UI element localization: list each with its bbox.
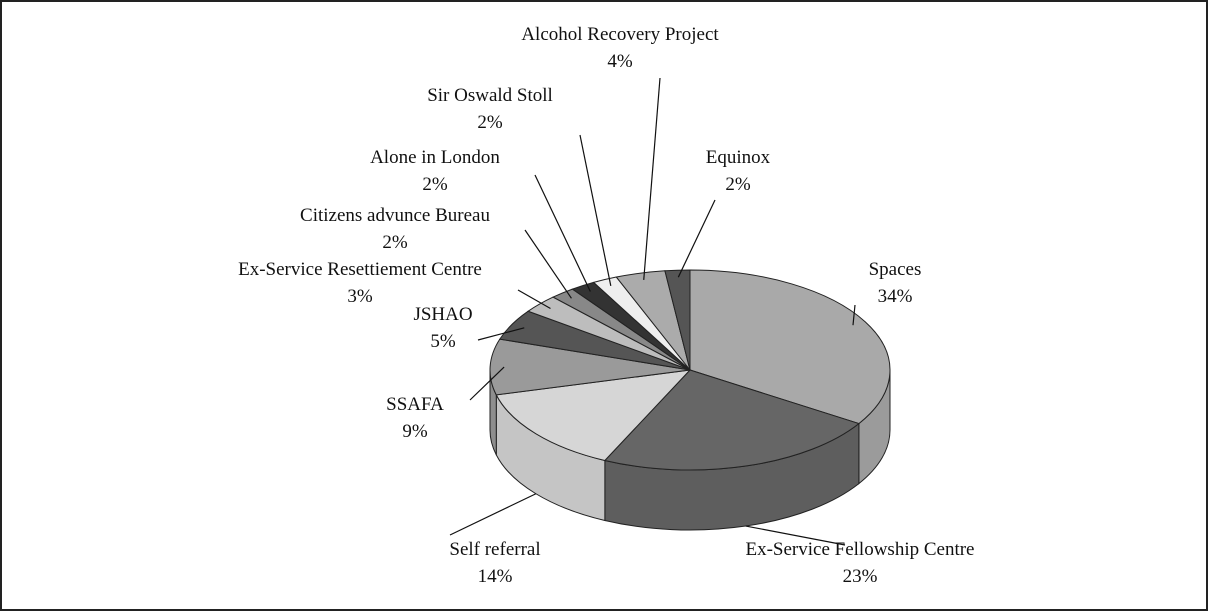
slice-value-label: 2% [725,174,751,195]
leader-line [579,134,612,286]
leader-line [449,493,537,536]
slice-label: Equinox [706,147,771,168]
slice-value-label: 4% [607,51,633,72]
leader-line [852,304,856,326]
slice-label: Self referral [449,539,540,560]
slice [603,369,860,471]
slice-label: SSAFA [386,394,444,415]
slice [664,269,691,371]
leader-line [534,174,591,292]
slice-value-label: 9% [402,421,428,442]
slice-label: Ex-Service Resettiement Centre [238,259,482,280]
slice-value-label: 2% [477,112,503,133]
slice-label: JSHAO [413,304,472,325]
leader-line [643,77,661,280]
leader-line [524,229,572,299]
slice-value-label: 5% [430,331,456,352]
leader-line [469,366,505,401]
slice-label: Alone in London [370,147,500,168]
leader-line [477,327,525,341]
slice-value-label: 2% [422,174,448,195]
slice [489,338,691,396]
slice [495,369,692,462]
slice-label: Ex-Service Fellowship Centre [745,539,974,560]
slice-value-label: 2% [382,232,408,253]
slice-label: Alcohol Recovery Project [521,24,719,45]
slice-value-label: 14% [478,566,513,587]
slice-label: Sir Oswald Stoll [427,85,553,106]
leader-line [517,289,551,310]
leader-line [745,525,846,546]
leader-line [677,199,716,278]
slice-value-label: 3% [347,286,373,307]
slice [689,269,891,425]
slice-label: Spaces [869,259,922,280]
slice-value-label: 34% [878,286,913,307]
slice-label: Citizens advunce Bureau [300,205,490,226]
slice-value-label: 23% [843,566,878,587]
